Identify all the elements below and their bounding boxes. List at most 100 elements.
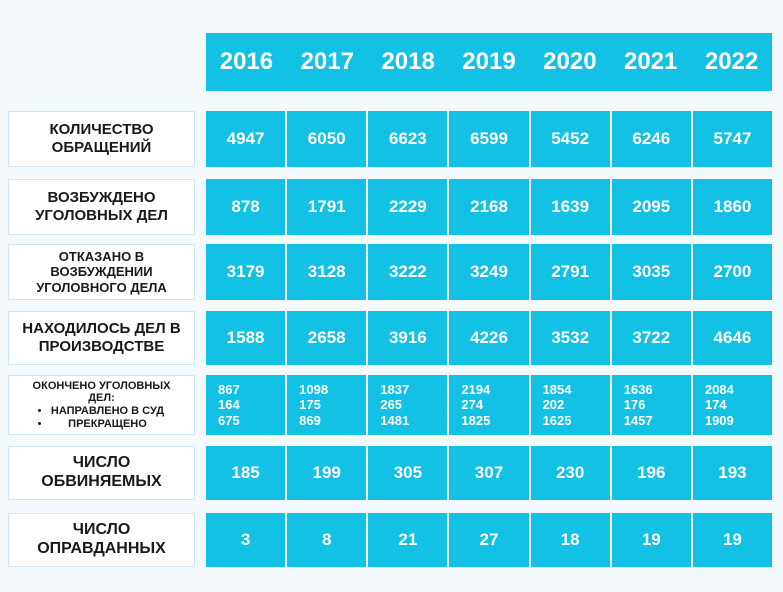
value-line: 174 bbox=[704, 397, 727, 413]
value-line: 675 bbox=[218, 412, 240, 428]
row-cells: 1588 2658 3916 4226 3532 3722 4646 bbox=[206, 311, 772, 365]
row-label-line: КОЛИЧЕСТВО bbox=[49, 121, 154, 139]
value-cell: 3249 bbox=[449, 244, 529, 300]
value-cell: 1098 175 869 bbox=[287, 375, 367, 435]
value-cell: 3128 bbox=[287, 244, 367, 300]
value-cell: 185 bbox=[206, 446, 286, 500]
value-cell: 1636 176 1457 bbox=[611, 375, 691, 435]
row-label-line: ОПРАВДАННЫХ bbox=[37, 540, 166, 557]
value-cell: 3 bbox=[206, 513, 286, 567]
value-cell: 4226 bbox=[449, 311, 529, 365]
year-label: 2019 bbox=[462, 48, 516, 75]
table-row: ЧИСЛО ОПРАВДАННЫХ 3 8 21 27 18 19 19 bbox=[8, 513, 772, 567]
label-bullet: НАПРАВЛЕНО В СУД bbox=[51, 405, 164, 418]
row-label-line: ОТКАЗАНО В bbox=[58, 249, 145, 264]
value-cell: 19 bbox=[692, 513, 772, 567]
year-label: 2018 bbox=[381, 48, 435, 75]
value-cell: 2700 bbox=[692, 244, 772, 300]
value-line: 1636 bbox=[623, 381, 653, 397]
value-cell: 1860 bbox=[692, 179, 772, 235]
label-bullet: ПРЕКРАЩЕНО bbox=[51, 418, 164, 431]
value-line: 265 bbox=[380, 397, 402, 413]
row-label-line: ЧИСЛО bbox=[72, 454, 131, 472]
value-cell: 3916 bbox=[368, 311, 448, 365]
value-cell: 27 bbox=[449, 513, 529, 567]
value-cell: 196 bbox=[611, 446, 691, 500]
value-cell: 867 164 675 bbox=[206, 375, 286, 435]
row-label: ОКОНЧЕНО УГОЛОВНЫХ ДЕЛ: НАПРАВЛЕНО В СУД… bbox=[8, 375, 195, 435]
value-cell: 2229 bbox=[368, 179, 448, 235]
value-line: 202 bbox=[542, 397, 565, 413]
value-cell: 2194 274 1825 bbox=[449, 375, 529, 435]
table-row: ОКОНЧЕНО УГОЛОВНЫХ ДЕЛ: НАПРАВЛЕНО В СУД… bbox=[8, 375, 772, 435]
value-cell: 2658 bbox=[287, 311, 367, 365]
value-line: 1854 bbox=[542, 381, 572, 397]
row-label-line: ОБРАЩЕНИЙ bbox=[51, 139, 152, 156]
value-cell: 6050 bbox=[287, 111, 367, 167]
value-cell: 2168 bbox=[449, 179, 529, 235]
value-cell: 8 bbox=[287, 513, 367, 567]
table-row: НАХОДИЛОСЬ ДЕЛ В ПРОИЗВОДСТВЕ 1588 2658 … bbox=[8, 311, 772, 365]
value-cell: 1854 202 1625 bbox=[530, 375, 610, 435]
value-line: 1481 bbox=[380, 412, 410, 428]
row-label-line: УГОЛОВНОГО ДЕЛА bbox=[36, 279, 167, 295]
value-line: 2084 bbox=[704, 381, 734, 397]
table-row: КОЛИЧЕСТВО ОБРАЩЕНИЙ 4947 6050 6623 6599… bbox=[8, 111, 772, 167]
value-cell: 3222 bbox=[368, 244, 448, 300]
row-label: ЧИСЛО ОПРАВДАННЫХ bbox=[8, 513, 195, 567]
row-label-line: ЧИСЛО bbox=[72, 521, 131, 539]
value-cell: 1791 bbox=[287, 179, 367, 235]
row-label: ЧИСЛО ОБВИНЯЕМЫХ bbox=[8, 446, 195, 500]
row-cells: 3 8 21 27 18 19 19 bbox=[206, 513, 772, 567]
value-cell: 5747 bbox=[692, 111, 772, 167]
value-cell: 3035 bbox=[611, 244, 691, 300]
value-line: 274 bbox=[461, 397, 484, 413]
row-label: ОТКАЗАНО В ВОЗБУЖДЕНИИ УГОЛОВНОГО ДЕЛА bbox=[8, 244, 195, 300]
table-row: ОТКАЗАНО В ВОЗБУЖДЕНИИ УГОЛОВНОГО ДЕЛА 3… bbox=[8, 244, 772, 300]
value-cell: 2791 bbox=[530, 244, 610, 300]
value-cell: 305 bbox=[368, 446, 448, 500]
row-label-line: ВОЗБУЖДЕНИИ bbox=[50, 264, 153, 280]
value-line: 1457 bbox=[623, 412, 653, 428]
row-label-line: ВОЗБУЖДЕНО bbox=[47, 189, 156, 207]
value-cell: 3722 bbox=[611, 311, 691, 365]
value-cell: 6246 bbox=[611, 111, 691, 167]
value-line: 164 bbox=[218, 397, 240, 413]
value-cell: 1639 bbox=[530, 179, 610, 235]
row-label-line: ДЕЛ: bbox=[88, 392, 115, 405]
row-label-line: ПРОИЗВОДСТВЕ bbox=[38, 338, 165, 355]
value-cell: 5452 bbox=[530, 111, 610, 167]
row-cells: 878 1791 2229 2168 1639 2095 1860 bbox=[206, 179, 772, 235]
value-cell: 1837 265 1481 bbox=[368, 375, 448, 435]
row-cells: 3179 3128 3222 3249 2791 3035 2700 bbox=[206, 244, 772, 300]
year-label: 2021 bbox=[624, 48, 678, 75]
value-line: 176 bbox=[623, 397, 646, 413]
year-header: 2016 2017 2018 2019 2020 2021 2022 bbox=[206, 33, 772, 91]
value-line: 1625 bbox=[542, 412, 572, 428]
row-label: НАХОДИЛОСЬ ДЕЛ В ПРОИЗВОДСТВЕ bbox=[8, 311, 195, 365]
value-cell: 878 bbox=[206, 179, 286, 235]
value-line: 175 bbox=[299, 397, 321, 413]
value-cell: 6623 bbox=[368, 111, 448, 167]
value-cell: 1588 bbox=[206, 311, 286, 365]
label-bullet-list: НАПРАВЛЕНО В СУД ПРЕКРАЩЕНО bbox=[39, 405, 164, 430]
value-line: 1825 bbox=[461, 412, 491, 428]
value-cell: 4646 bbox=[692, 311, 772, 365]
value-line: 1098 bbox=[299, 381, 329, 397]
value-cell: 4947 bbox=[206, 111, 286, 167]
value-cell: 193 bbox=[692, 446, 772, 500]
value-cell: 2095 bbox=[611, 179, 691, 235]
year-label: 2017 bbox=[300, 48, 354, 75]
value-cell: 3179 bbox=[206, 244, 286, 300]
value-line: 2194 bbox=[461, 381, 491, 397]
value-cell: 18 bbox=[530, 513, 610, 567]
table-row: ВОЗБУЖДЕНО УГОЛОВНЫХ ДЕЛ 878 1791 2229 2… bbox=[8, 179, 772, 235]
value-cell: 6599 bbox=[449, 111, 529, 167]
row-label: ВОЗБУЖДЕНО УГОЛОВНЫХ ДЕЛ bbox=[8, 179, 195, 235]
row-label-line: УГОЛОВНЫХ ДЕЛ bbox=[35, 207, 168, 224]
row-label-line: НАХОДИЛОСЬ ДЕЛ В bbox=[22, 320, 181, 338]
row-label-line: ОКОНЧЕНО УГОЛОВНЫХ bbox=[32, 379, 171, 392]
value-cell: 307 bbox=[449, 446, 529, 500]
value-line: 869 bbox=[299, 412, 321, 428]
value-cell: 230 bbox=[530, 446, 610, 500]
